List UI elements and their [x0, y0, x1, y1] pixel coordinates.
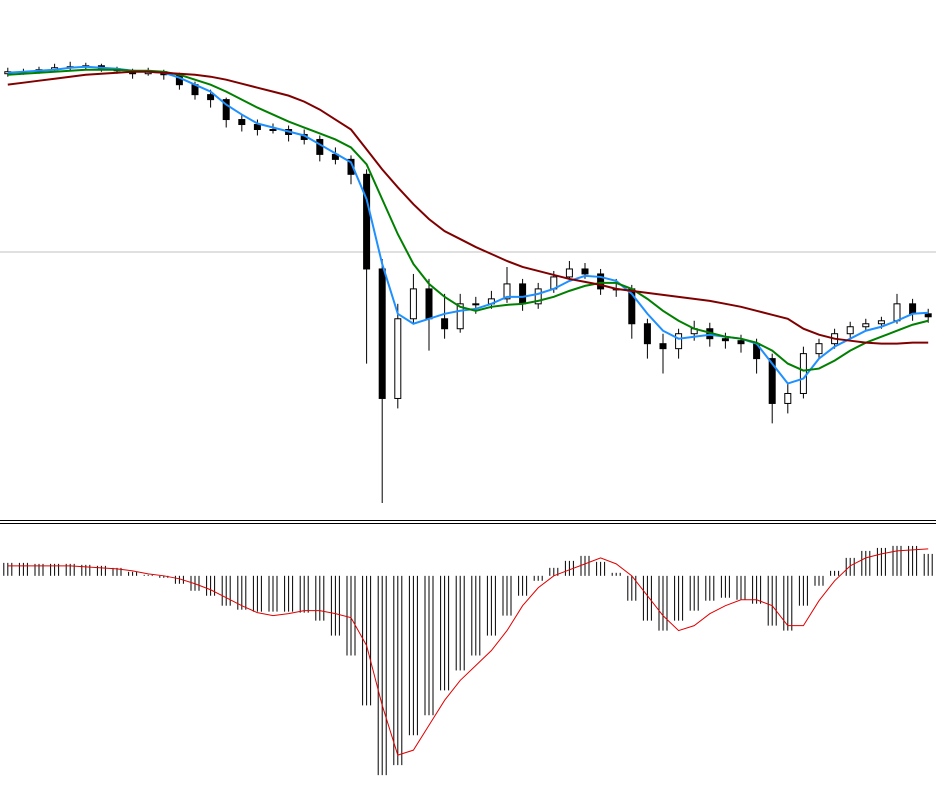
candle-body	[581, 268, 589, 275]
candle-body	[737, 340, 745, 345]
candle-body	[675, 333, 683, 350]
candle-body	[659, 343, 667, 350]
candle-body	[347, 158, 355, 175]
candle-body	[425, 288, 433, 320]
candle-body	[815, 343, 823, 355]
candle-body	[799, 353, 807, 394]
candle-body	[253, 124, 261, 131]
candle-body	[222, 99, 230, 121]
candle-body	[924, 313, 932, 318]
signal-line	[7, 548, 929, 756]
candle-body	[565, 268, 573, 278]
candle-body	[519, 283, 527, 305]
candle-body	[316, 138, 324, 155]
candle-body	[409, 288, 417, 320]
moving-average-line	[7, 68, 929, 372]
candle-body	[846, 326, 854, 335]
candle-body	[534, 288, 542, 305]
candle-body	[877, 320, 885, 325]
candle-body	[503, 283, 511, 300]
candle-body	[768, 358, 776, 404]
candle-body	[597, 273, 605, 290]
candle-body	[269, 129, 277, 131]
moving-average-line	[7, 65, 929, 385]
candle-body	[441, 318, 449, 330]
candle-body	[456, 303, 464, 330]
candle-body	[394, 318, 402, 399]
candle-body	[207, 94, 215, 101]
candle-body	[238, 119, 246, 126]
moving-average-line	[7, 70, 929, 345]
candle-body	[363, 173, 371, 270]
candle-body	[378, 268, 386, 399]
candle-body	[862, 323, 870, 328]
candle-body	[721, 338, 729, 342]
candle-body	[893, 303, 901, 322]
candle-body	[909, 303, 917, 315]
candle-body	[784, 392, 792, 404]
candle-body	[643, 323, 651, 345]
candle-body	[472, 303, 480, 306]
